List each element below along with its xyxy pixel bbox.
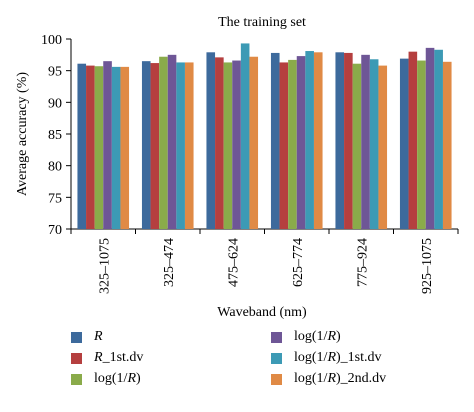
- bar: [352, 63, 362, 230]
- bar: [77, 63, 87, 230]
- bar: [361, 54, 370, 230]
- y-tick-label: 100: [41, 33, 62, 48]
- x-axis-label: Waveband (nm): [217, 305, 307, 320]
- bar: [313, 52, 323, 229]
- bar: [240, 43, 250, 229]
- y-tick-label: 85: [48, 128, 62, 143]
- bar: [417, 60, 426, 230]
- bar: [425, 47, 435, 229]
- bar: [94, 66, 104, 229]
- bars: [77, 43, 452, 230]
- bar: [206, 52, 216, 229]
- bar: [167, 54, 177, 230]
- y-tick-label: 90: [48, 96, 62, 111]
- x-tick-label: 475–624: [226, 238, 241, 287]
- bar: [369, 59, 379, 230]
- bar: [111, 66, 121, 229]
- bar: [249, 56, 259, 229]
- bar: [86, 65, 95, 229]
- y-axis-label: Average accuracy (%): [15, 72, 30, 196]
- bar: [296, 56, 306, 229]
- bar: [103, 61, 112, 229]
- bar: [344, 52, 353, 229]
- bar: [442, 61, 452, 229]
- y-tick-label: 95: [48, 65, 62, 80]
- bar: [141, 61, 151, 229]
- bar: [184, 62, 194, 229]
- x-tick-label: 625–774: [291, 238, 306, 287]
- bar: [176, 62, 185, 229]
- bar: [408, 51, 418, 229]
- bar: [120, 66, 130, 229]
- y-tick-label: 80: [48, 160, 62, 175]
- chart-title: The training set: [218, 15, 306, 30]
- y-tick-label: 75: [48, 191, 62, 206]
- bar: [223, 62, 233, 229]
- bar: [305, 51, 314, 230]
- bar: [335, 52, 345, 229]
- bar: [232, 60, 241, 230]
- bar: [288, 59, 297, 230]
- bar: [150, 63, 160, 229]
- x-tick-label: 325–1075: [97, 238, 112, 294]
- bar: [270, 52, 280, 229]
- x-tick-label: 925–1075: [420, 238, 435, 294]
- axes: [66, 38, 459, 234]
- y-tick-label: 70: [48, 223, 62, 238]
- bar: [434, 49, 443, 230]
- bar: [378, 65, 388, 229]
- bar: [279, 62, 289, 229]
- bar: [215, 57, 224, 229]
- tick-labels: 70 75 80 85 90 95 100 325–1075 325–474 475–624 625…: [41, 33, 435, 294]
- x-tick-label: 325–474: [162, 238, 177, 287]
- x-tick-label: 775–924: [355, 238, 370, 287]
- bar: [399, 58, 409, 230]
- bar: [159, 56, 168, 229]
